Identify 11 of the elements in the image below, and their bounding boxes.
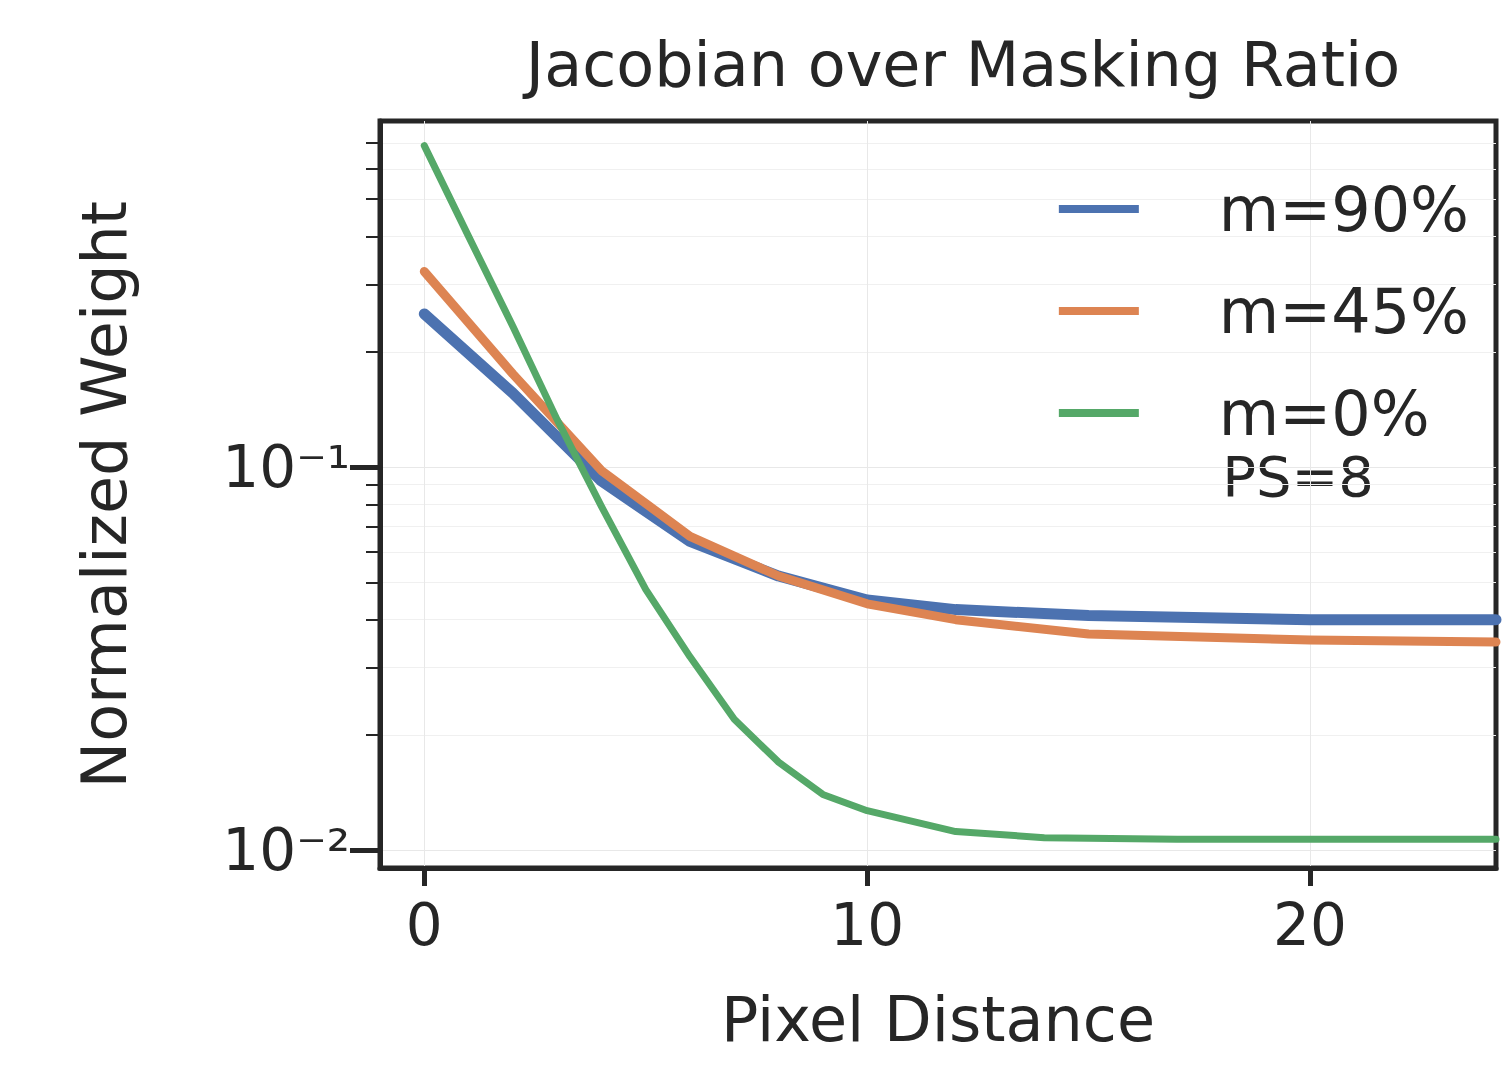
x-tick-label: 0	[405, 891, 443, 959]
x-tick-label: 10	[830, 891, 905, 959]
legend-label: m=90%	[1218, 172, 1470, 246]
x-tick-label: 20	[1273, 891, 1347, 959]
y-axis-title: Normalized Weight	[67, 200, 141, 789]
x-axis-title: Pixel Distance	[720, 982, 1156, 1056]
legend-label: m=0%	[1218, 376, 1430, 450]
chart-title: Jacobian over Masking Ratio	[521, 27, 1401, 101]
y-tick-label: 10⁻²	[222, 816, 350, 885]
legend-label: m=45%	[1218, 274, 1470, 348]
y-tick-label: 10⁻¹	[222, 433, 350, 502]
